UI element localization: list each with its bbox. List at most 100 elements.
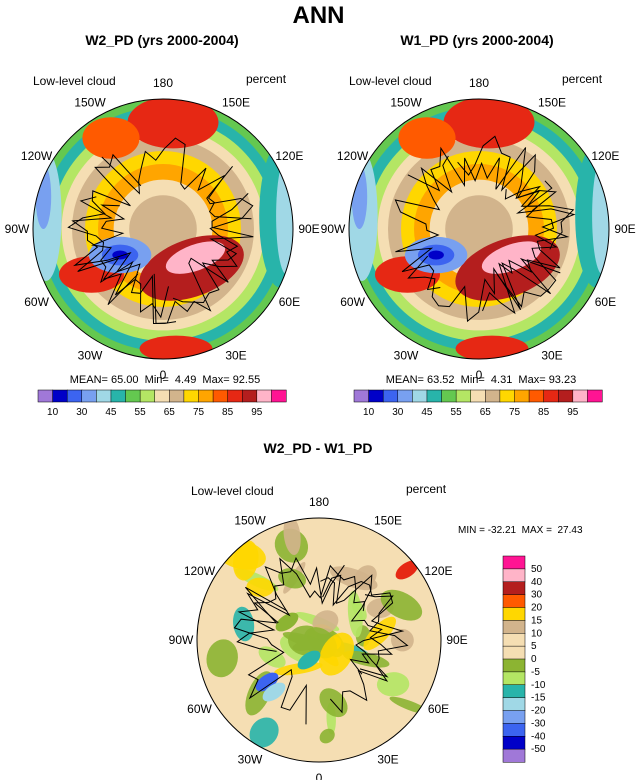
colorbar-w1-swatch	[455, 389, 472, 403]
diff-extreme-patch	[255, 672, 279, 692]
longitude-label: 90E	[614, 222, 635, 236]
colorbar-w1-swatch	[397, 389, 413, 403]
diff-anomaly-patch	[206, 639, 238, 678]
coastline	[394, 155, 453, 291]
colorbar-diff-tick: 0	[531, 654, 537, 665]
diff-anomaly-patch	[283, 518, 301, 555]
longitude-label: 30E	[541, 348, 562, 362]
diff-anomaly-patch	[330, 566, 378, 591]
map-w2-asia-lower	[276, 157, 293, 275]
colorbar-w1-tick: 65	[480, 407, 492, 418]
longitude-label: 0	[160, 368, 167, 382]
colorbar-w2-tick: 45	[105, 407, 117, 418]
longitude-label: 180	[309, 495, 329, 509]
colorbar-w1-swatch	[528, 389, 545, 403]
map-w1-atlantic-peak	[481, 241, 542, 274]
colorbar-w1-swatch	[382, 389, 399, 403]
longitude-label: 180	[153, 76, 173, 90]
diff-extreme-patch	[297, 650, 321, 670]
colorbar-w1-swatch	[470, 389, 486, 403]
diff-anomaly-patch	[363, 616, 397, 651]
longitude-label: 90W	[169, 633, 194, 647]
colorbar-w1-tick: 55	[451, 407, 463, 418]
longitude-label: 60W	[24, 295, 49, 309]
colorbar-w1-swatch	[543, 389, 559, 403]
coastline	[407, 255, 561, 323]
colorbar-diff-swatch	[502, 607, 526, 621]
colorbar-diff-tick: 10	[531, 628, 543, 639]
colorbar-w1-swatch	[368, 389, 384, 403]
colorbar-diff-swatch	[502, 645, 526, 660]
coastline	[67, 153, 142, 306]
panel-diff-right-label: percent	[406, 482, 447, 496]
coastline	[482, 180, 576, 315]
diff-anomaly-patch	[278, 568, 307, 589]
colorbar-w2-swatch	[212, 389, 229, 403]
colorbar-diff-tick: 30	[531, 590, 543, 601]
colorbar-diff-swatch	[502, 736, 526, 750]
longitude-label: 150E	[222, 96, 250, 110]
colorbar-diff-swatch	[502, 568, 526, 583]
diff-extreme-patch	[262, 682, 286, 702]
diff-anomaly-patch	[282, 631, 332, 651]
map-w2-bering-high	[82, 117, 140, 159]
colorbar-diff-tick: 50	[531, 564, 543, 575]
panel-w1-title: W1_PD (yrs 2000-2004)	[400, 32, 554, 48]
longitude-label: 60E	[428, 702, 449, 716]
colorbar-diff-tick: -10	[531, 680, 546, 691]
colorbar-diff-tick: -50	[531, 744, 546, 755]
colorbar-w1-tick: 30	[392, 407, 404, 418]
longitude-label: 0	[316, 771, 323, 780]
panel-diff-stats: MIN = -32.21 MAX = 27.43	[458, 525, 583, 536]
panel-diff-left-label: Low-level cloud	[191, 484, 274, 498]
panel-w2-left-label: Low-level cloud	[33, 74, 116, 88]
colorbar-w2-tick: 75	[193, 407, 205, 418]
colorbar-w1-swatch	[514, 389, 530, 403]
colorbar-w2-tick: 30	[76, 407, 88, 418]
longitude-label: 60E	[279, 295, 300, 309]
coastline	[407, 146, 557, 212]
diff-anomaly-patch	[258, 646, 286, 668]
diff-anomaly-patch	[319, 632, 355, 676]
colorbar-w2-swatch	[96, 389, 112, 403]
colorbar-w2-swatch	[256, 389, 272, 403]
longitude-label: 150E	[374, 514, 402, 528]
colorbar-w2-tick: 95	[251, 407, 263, 418]
coastline	[153, 193, 254, 324]
colorbar-w1-swatch	[485, 389, 501, 403]
map-w2-south-high	[139, 335, 213, 359]
colorbar-w1-swatch	[499, 389, 516, 403]
colorbar-w1-swatch	[572, 389, 588, 403]
colorbar-diff-tick: -40	[531, 731, 546, 742]
colorbar-diff-tick: 15	[531, 615, 543, 626]
diff-extreme-patch	[275, 612, 299, 632]
coastline	[233, 586, 307, 725]
colorbar-w2-swatch	[183, 389, 200, 403]
colorbar-w1-tick: 10	[363, 407, 375, 418]
colorbar-diff-swatch	[502, 723, 526, 737]
colorbar-diff-tick: -20	[531, 706, 546, 717]
colorbar-w2-tick: 10	[47, 407, 59, 418]
colorbar-diff-swatch	[502, 658, 526, 673]
panel-w1-right-label: percent	[562, 72, 603, 86]
colorbar-w2-swatch	[227, 389, 243, 403]
map-w1-border	[348, 98, 610, 360]
colorbar-diff-swatch	[502, 594, 526, 609]
panel-w2-right-label: percent	[246, 72, 287, 86]
longitude-label: 30W	[78, 348, 103, 362]
map-w2-atlantic-peak	[165, 241, 226, 274]
colorbar-w2-swatch	[198, 389, 214, 403]
map-w2-field	[33, 99, 293, 359]
diff-anomaly-patch	[319, 728, 335, 744]
longitude-label: 150E	[538, 96, 566, 110]
colorbar-diff-swatch	[502, 581, 526, 596]
diff-anomaly-patch	[351, 599, 367, 621]
colorbar-w2-swatch	[271, 389, 287, 403]
colorbar-diff-tick: 20	[531, 603, 543, 614]
colorbar-diff-tick: 5	[531, 641, 537, 652]
colorbar-w1-tick: 45	[421, 407, 433, 418]
map-w2-america-lower	[35, 164, 52, 229]
map-w1-pacific-high	[443, 99, 535, 149]
colorbar-w1-swatch	[587, 389, 603, 403]
